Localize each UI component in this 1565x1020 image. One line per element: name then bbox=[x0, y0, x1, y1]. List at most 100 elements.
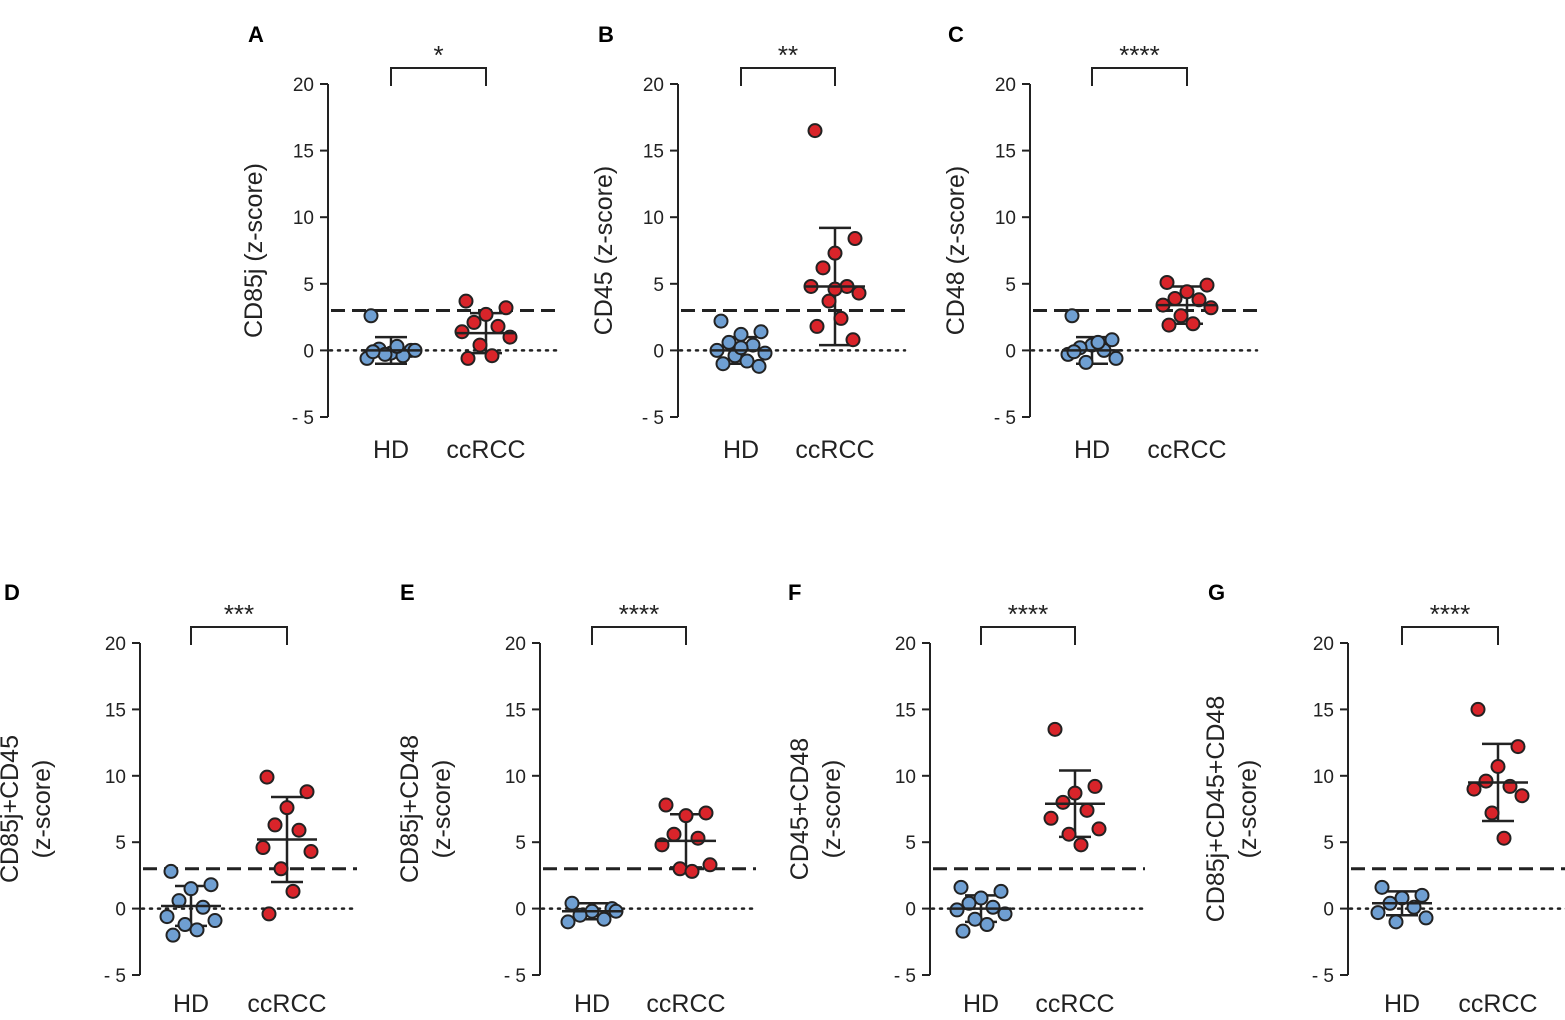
data-point bbox=[267, 817, 283, 833]
panel-letter: C bbox=[948, 22, 964, 47]
data-point bbox=[847, 231, 863, 247]
data-point bbox=[809, 318, 825, 334]
data-point bbox=[733, 326, 749, 342]
y-tick-label: - 5 bbox=[642, 408, 664, 429]
data-point bbox=[1179, 284, 1195, 300]
y-tick-label: 5 bbox=[303, 275, 314, 296]
data-point bbox=[458, 293, 474, 309]
series-ccrcc bbox=[1155, 274, 1219, 333]
significance-bracket bbox=[1091, 67, 1188, 86]
series-hd bbox=[1060, 308, 1124, 370]
data-point bbox=[1496, 830, 1512, 846]
significance-bracket bbox=[1401, 626, 1499, 645]
data-point bbox=[207, 913, 223, 929]
category-label: HD bbox=[173, 990, 209, 1018]
data-point bbox=[273, 861, 289, 877]
significance-label: * bbox=[433, 40, 443, 70]
data-point bbox=[490, 318, 506, 334]
significance-bracket bbox=[740, 67, 836, 86]
data-point bbox=[1478, 773, 1494, 789]
data-point bbox=[1090, 334, 1106, 350]
data-point bbox=[291, 822, 307, 838]
data-point bbox=[672, 861, 688, 877]
y-tick-label: 0 bbox=[1005, 341, 1016, 362]
significance-label: **** bbox=[1008, 599, 1048, 629]
data-point bbox=[365, 344, 381, 360]
data-point bbox=[1091, 821, 1107, 837]
category-label: ccRCC bbox=[1035, 990, 1114, 1018]
data-point bbox=[498, 300, 514, 316]
data-point bbox=[564, 895, 580, 911]
y-tick-label: 15 bbox=[995, 142, 1016, 163]
data-point bbox=[1470, 701, 1486, 717]
y-tick-label: 20 bbox=[505, 634, 526, 655]
data-point bbox=[955, 923, 971, 939]
y-tick-label: 15 bbox=[1313, 700, 1334, 721]
y-axis-label: CD85j+CD48 bbox=[396, 735, 424, 883]
y-tick-label: 10 bbox=[105, 767, 126, 788]
panel-f: F 20 15 10 5 0 - 5 CD45+CD48 (z-score) **** HD ccRC… bbox=[786, 580, 1147, 1018]
y-tick-label: 10 bbox=[643, 208, 664, 229]
data-point bbox=[721, 334, 737, 350]
panel-letter: B bbox=[598, 22, 614, 47]
data-point bbox=[684, 863, 700, 879]
y-tick-label: 5 bbox=[1005, 275, 1016, 296]
data-point bbox=[1414, 887, 1430, 903]
panel-e: E 20 15 10 5 0 - 5 CD85j+CD48 (z-score) **** HD ccR… bbox=[396, 580, 758, 1018]
data-point bbox=[973, 890, 989, 906]
data-point bbox=[715, 356, 731, 372]
panel-letter: D bbox=[4, 580, 20, 605]
y-axis-label: (z-score) bbox=[28, 760, 56, 859]
y-tick-label: - 5 bbox=[1312, 966, 1334, 987]
y-axis-label: CD85j+CD45+CD48 bbox=[1202, 696, 1230, 923]
data-point bbox=[666, 826, 682, 842]
data-point bbox=[255, 840, 271, 856]
data-point bbox=[1161, 317, 1177, 333]
data-point bbox=[1066, 344, 1082, 360]
significance-label: **** bbox=[619, 599, 659, 629]
y-tick-label: 0 bbox=[303, 341, 314, 362]
data-point bbox=[466, 314, 482, 330]
data-point bbox=[967, 911, 983, 927]
y-tick-label: 15 bbox=[293, 142, 314, 163]
series-hd bbox=[560, 895, 624, 930]
y-axis-label: CD85j+CD45 bbox=[0, 735, 24, 883]
y-axis-label: CD45+CD48 bbox=[786, 738, 814, 880]
y-tick-label: 20 bbox=[643, 75, 664, 96]
y-tick-label: 10 bbox=[1313, 767, 1334, 788]
series-hd bbox=[709, 313, 773, 374]
y-tick-label: 20 bbox=[105, 634, 126, 655]
data-point bbox=[751, 358, 767, 374]
data-point bbox=[261, 906, 277, 922]
y-axis-label: (z-score) bbox=[428, 760, 456, 859]
category-label: ccRCC bbox=[795, 436, 874, 464]
data-point bbox=[1185, 316, 1201, 332]
y-tick-label: 15 bbox=[505, 700, 526, 721]
y-tick-label: 0 bbox=[653, 341, 664, 362]
data-point bbox=[1108, 350, 1124, 366]
data-point bbox=[165, 927, 181, 943]
category-label: HD bbox=[963, 990, 999, 1018]
data-point bbox=[189, 922, 205, 938]
data-point bbox=[1203, 300, 1219, 316]
data-point bbox=[1064, 308, 1080, 324]
data-point bbox=[478, 306, 494, 322]
data-point bbox=[1514, 788, 1530, 804]
data-point bbox=[739, 353, 755, 369]
panel-c: C 20 15 10 5 0 - 5 CD48 (z-score) **** HD ccRCC bbox=[942, 22, 1259, 464]
data-point bbox=[279, 800, 295, 816]
data-point bbox=[1418, 910, 1434, 926]
y-axis-label: (z-score) bbox=[1234, 760, 1262, 859]
data-point bbox=[1370, 905, 1386, 921]
category-label: ccRCC bbox=[247, 990, 326, 1018]
significance-bracket bbox=[190, 626, 288, 645]
data-point bbox=[1043, 810, 1059, 826]
data-point bbox=[713, 313, 729, 329]
series-hd bbox=[159, 863, 223, 943]
series-hd bbox=[359, 308, 423, 366]
data-point bbox=[1073, 837, 1089, 853]
category-label: ccRCC bbox=[646, 990, 725, 1018]
y-tick-label: 5 bbox=[515, 833, 526, 854]
panel-d: D 20 15 10 5 0 - 5 CD85j+CD45 (z-score) *** HD ccRC… bbox=[0, 580, 359, 1018]
